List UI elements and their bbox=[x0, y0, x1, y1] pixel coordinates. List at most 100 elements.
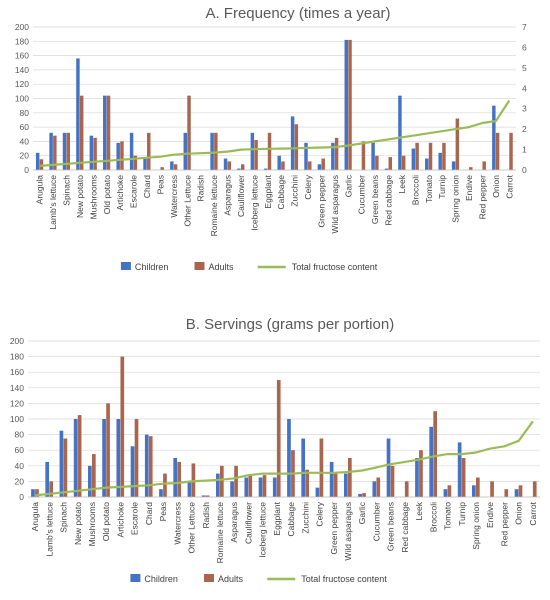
children-bar bbox=[331, 142, 335, 170]
adults-bar bbox=[433, 411, 438, 497]
x-category-label: Watercress bbox=[172, 502, 182, 545]
adults-bar bbox=[334, 137, 339, 170]
x-category-label: Red cabbage bbox=[400, 502, 410, 553]
adults-bar bbox=[254, 139, 258, 170]
children-bar bbox=[216, 473, 220, 497]
children-bar bbox=[386, 438, 391, 497]
adults-bar bbox=[92, 454, 96, 497]
children-bar bbox=[130, 446, 135, 497]
legend-label: Children bbox=[135, 262, 169, 272]
adults-bar bbox=[35, 489, 39, 497]
x-category-label: Turnip bbox=[457, 502, 467, 526]
x-category-label: Cabbage bbox=[276, 175, 286, 210]
y2-tick-label: 0 bbox=[522, 165, 527, 175]
y2-tick-label: 5 bbox=[522, 63, 527, 73]
x-category-label: Iceberg lettuce bbox=[249, 175, 259, 231]
x-category-label: Carrot bbox=[504, 174, 514, 198]
x-category-label: Zucchini bbox=[300, 502, 310, 534]
x-category-label: Green beans bbox=[386, 502, 396, 551]
children-bar bbox=[415, 458, 419, 497]
x-category-label: Artichoke bbox=[115, 502, 125, 538]
x-category-label: Turnip bbox=[437, 175, 447, 199]
children-bar bbox=[277, 155, 281, 170]
x-category-label: Asparagus bbox=[223, 175, 233, 216]
x-category-label: Cucumber bbox=[357, 175, 367, 214]
adults-bar bbox=[476, 477, 480, 497]
children-bar bbox=[398, 95, 402, 170]
children-bar bbox=[301, 438, 306, 497]
x-category-label: Onion bbox=[491, 175, 501, 198]
children-bar bbox=[62, 132, 67, 170]
x-category-label: Lamb's lettuce bbox=[44, 502, 54, 557]
children-bar bbox=[472, 485, 476, 497]
adults-bar bbox=[276, 380, 281, 497]
children-bar bbox=[344, 39, 348, 171]
x-category-label: Onion bbox=[514, 502, 524, 525]
x-category-label: Arugula bbox=[35, 175, 45, 205]
y-tick-label: 120 bbox=[10, 398, 24, 408]
x-category-label: Spring onion bbox=[451, 175, 461, 223]
x-category-label: Old potato bbox=[102, 175, 112, 214]
y-tick-label: 40 bbox=[15, 461, 25, 471]
adults-bar bbox=[495, 132, 500, 170]
y2-tick-label: 4 bbox=[522, 83, 527, 93]
children-bar bbox=[31, 489, 35, 497]
adults-bar bbox=[532, 481, 537, 497]
x-category-label: Tomato bbox=[443, 502, 453, 530]
legend-swatch bbox=[204, 574, 214, 582]
children-bar bbox=[250, 132, 255, 170]
x-category-label: Endive bbox=[485, 502, 495, 528]
x-category-label: Garlic bbox=[343, 174, 353, 197]
x-category-label: Arugula bbox=[30, 502, 40, 532]
x-category-label: Radish bbox=[196, 175, 206, 202]
legend-label: Children bbox=[144, 574, 178, 584]
legend-label: Total fructose content bbox=[301, 574, 387, 584]
y-tick-label: 20 bbox=[15, 476, 25, 486]
x-category-label: Spinach bbox=[62, 175, 72, 206]
x-category-label: Romaine lettuce bbox=[215, 502, 225, 564]
adults-bar bbox=[39, 159, 44, 170]
adults-bar bbox=[267, 132, 272, 170]
adults-bar bbox=[375, 155, 379, 170]
children-bar bbox=[129, 132, 134, 170]
x-category-label: Cabbage bbox=[286, 502, 296, 537]
children-bar bbox=[144, 434, 149, 497]
x-category-label: Radish bbox=[201, 502, 211, 529]
x-category-label: New potato bbox=[75, 175, 85, 218]
children-bar bbox=[384, 168, 389, 170]
adults-bar bbox=[134, 419, 139, 497]
children-bar bbox=[201, 495, 206, 497]
y-tick-label: 180 bbox=[15, 36, 29, 46]
children-bar bbox=[411, 148, 416, 170]
adults-bar bbox=[362, 493, 366, 497]
children-bar bbox=[344, 473, 348, 497]
adults-bar bbox=[428, 142, 433, 170]
x-category-label: Cauliflower bbox=[236, 175, 246, 217]
adults-bar bbox=[419, 450, 423, 497]
adults-bar bbox=[361, 141, 366, 170]
adults-bar bbox=[163, 473, 167, 497]
x-category-label: Peas bbox=[155, 175, 165, 194]
x-category-label: Old potato bbox=[101, 502, 111, 541]
adults-bar bbox=[160, 167, 164, 170]
adults-bar bbox=[93, 137, 97, 170]
adults-bar bbox=[133, 155, 138, 170]
children-bar bbox=[159, 489, 163, 497]
children-bar bbox=[223, 158, 228, 170]
adults-bar bbox=[401, 155, 406, 170]
x-category-label: Cucumber bbox=[371, 502, 381, 541]
children-bar bbox=[210, 132, 214, 170]
x-category-label: Spinach bbox=[59, 502, 69, 533]
x-category-label: Wild asparagus bbox=[330, 175, 340, 234]
y-tick-label: 160 bbox=[15, 51, 29, 61]
adults-bar bbox=[509, 132, 513, 170]
children-bar bbox=[372, 481, 377, 497]
legend-swatch bbox=[130, 574, 141, 582]
children-bar bbox=[76, 58, 80, 170]
x-category-label: Chard bbox=[144, 502, 154, 525]
adults-bar bbox=[404, 481, 409, 497]
adults-bar bbox=[227, 161, 231, 170]
children-bar bbox=[116, 142, 120, 170]
